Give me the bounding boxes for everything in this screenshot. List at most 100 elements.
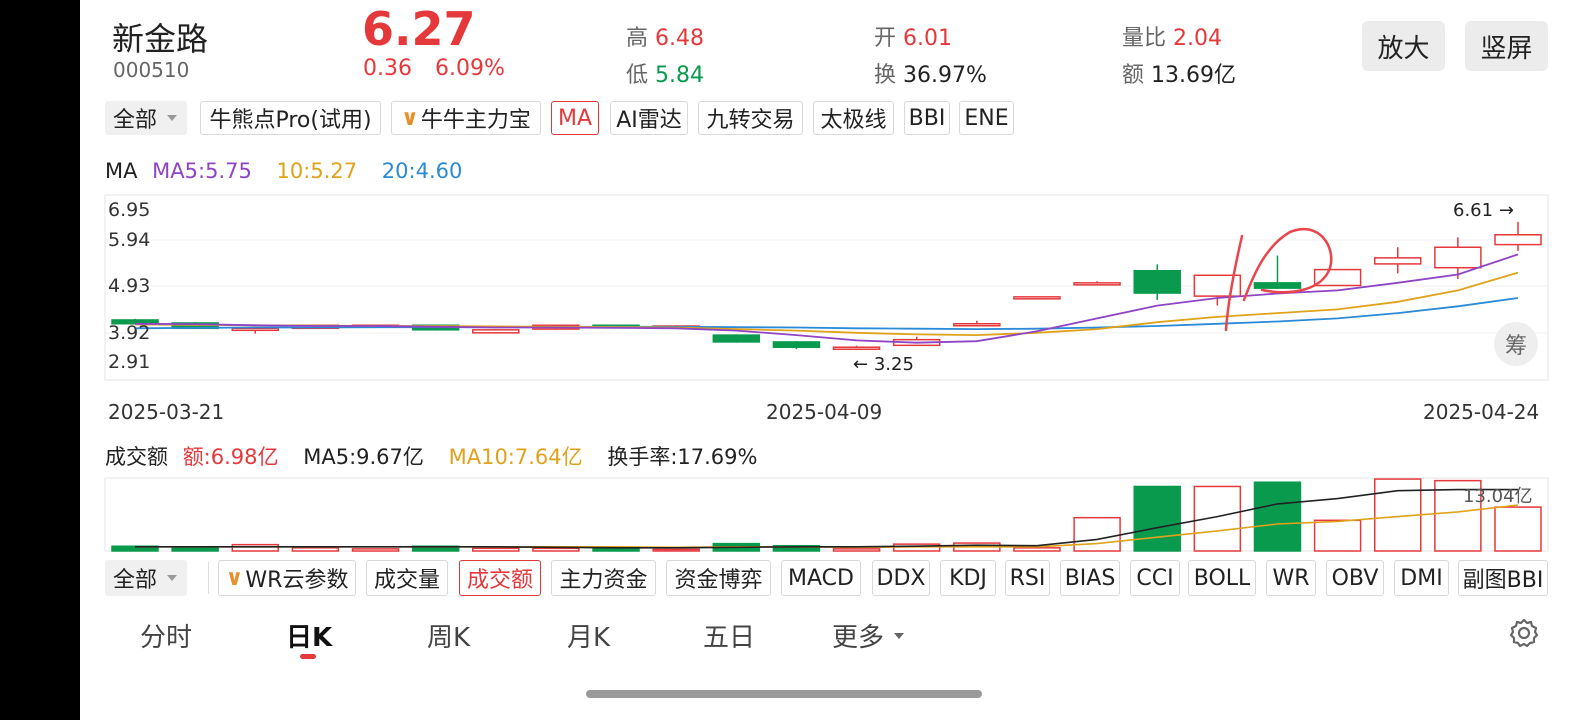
sub-indicator-wr-cloud[interactable]: ∨ WR云参数 xyxy=(218,560,356,596)
volume-bar xyxy=(1193,485,1242,552)
kline-frame xyxy=(104,194,1549,381)
sub-indicator-dmi[interactable]: DMI xyxy=(1394,560,1449,596)
candle-body xyxy=(1193,274,1242,297)
volume-chart[interactable] xyxy=(0,0,1584,560)
sub-indicator-rsi[interactable]: RSI xyxy=(1005,560,1050,596)
ma5-legend: MA5:5.75 xyxy=(152,159,252,183)
chevron-down-icon xyxy=(167,115,178,121)
divider xyxy=(198,562,209,594)
candle-body xyxy=(1434,246,1482,269)
sub-indicator-bias[interactable]: BIAS xyxy=(1060,560,1120,596)
indicator-bbi[interactable]: BBI xyxy=(904,101,950,135)
volume-current: 额:6.98亿 xyxy=(182,445,279,469)
x-date-label: 2025-04-09 xyxy=(766,400,883,424)
candle-body xyxy=(832,346,881,350)
tab-more[interactable]: 更多 xyxy=(832,617,905,654)
kline-chart[interactable] xyxy=(0,0,1584,420)
sub-indicator-obv[interactable]: OBV xyxy=(1326,560,1384,596)
volume-bar xyxy=(1073,516,1121,552)
sub-indicator-main-fund[interactable]: 主力资金 xyxy=(551,560,656,596)
v-badge-icon: ∨ xyxy=(401,105,419,131)
sub-indicator-ddx[interactable]: DDX xyxy=(872,560,930,596)
volume-bar xyxy=(532,547,580,552)
volume-bar xyxy=(1253,481,1302,552)
indicator-niuniu[interactable]: ∨ 牛牛主力宝 xyxy=(391,101,541,135)
sub-indicator-volume[interactable]: 成交量 xyxy=(366,560,448,596)
volume-bar xyxy=(231,543,280,552)
volume-bar xyxy=(832,548,881,552)
volume-bar xyxy=(1434,479,1482,552)
candle-body xyxy=(111,319,159,325)
tab-intraday[interactable]: 分时 xyxy=(140,623,193,653)
chevron-down-icon xyxy=(167,575,178,581)
stat-low: 低 5.84 xyxy=(626,63,704,88)
sub-indicator-boll[interactable]: BOLL xyxy=(1188,560,1256,596)
v-badge-icon: ∨ xyxy=(225,565,244,591)
tab-monthly-k[interactable]: 月K xyxy=(567,623,611,653)
stat-high: 高 6.48 xyxy=(626,26,704,51)
current-price: 6.27 xyxy=(362,2,476,56)
volume-bar xyxy=(1133,485,1181,552)
chips-distribution-button[interactable]: 筹 xyxy=(1494,322,1538,366)
volume-ma5: MA5:9.67亿 xyxy=(303,445,424,469)
y-tick-label: 2.91 xyxy=(108,351,151,373)
settings-gear-icon[interactable] xyxy=(1508,617,1540,649)
high-annotation: 6.61 → xyxy=(1453,200,1514,221)
stock-code: 000510 xyxy=(113,58,190,82)
portrait-button[interactable]: 竖屏 xyxy=(1465,21,1548,71)
zoom-button[interactable]: 放大 xyxy=(1362,21,1445,71)
volume-bar xyxy=(1313,519,1362,552)
ma-legend: MA MA5:5.75 10:5.27 20:4.60 xyxy=(105,159,462,183)
y-tick-label: 6.95 xyxy=(108,199,151,221)
candle-body xyxy=(1133,269,1181,294)
home-indicator xyxy=(586,690,982,698)
arrow-left-icon: ← xyxy=(853,354,869,375)
y-tick-label: 5.94 xyxy=(108,229,151,251)
candle-body xyxy=(1253,282,1302,289)
indicator-bullbear[interactable]: 牛熊点Pro(试用) xyxy=(200,101,381,135)
volume-label: 成交额 xyxy=(105,445,168,469)
ma-label: MA xyxy=(105,159,138,183)
indicator-taiji[interactable]: 太极线 xyxy=(813,101,894,135)
sub-indicator-kdj[interactable]: KDJ xyxy=(940,560,996,596)
candle-body xyxy=(1373,257,1422,265)
candle-body xyxy=(1013,296,1061,300)
candle-body xyxy=(472,329,520,334)
indicator-nine-turn[interactable]: 九转交易 xyxy=(698,101,803,135)
tab-daily-k[interactable]: 日K xyxy=(286,623,333,653)
sub-indicator-macd[interactable]: MACD xyxy=(781,560,861,596)
sub-indicator-wr[interactable]: WR xyxy=(1266,560,1316,596)
candle-body xyxy=(953,323,1001,327)
sub-indicator-bbi[interactable]: 副图BBI xyxy=(1458,560,1548,596)
indicator-ene[interactable]: ENE xyxy=(959,101,1014,135)
candle-body xyxy=(772,341,821,348)
sub-indicator-selector[interactable]: 全部 xyxy=(105,560,187,596)
y-tick-label: 3.92 xyxy=(108,322,151,344)
volume-bar xyxy=(772,544,821,552)
volume-ma10-line xyxy=(135,504,1519,549)
left-black-bar xyxy=(0,0,80,720)
volume-bar xyxy=(1013,547,1061,552)
tab-five-day[interactable]: 五日 xyxy=(703,623,756,653)
volume-bar xyxy=(171,546,219,552)
volume-max-label: 13.04亿 xyxy=(1463,486,1533,507)
handwritten-stroke xyxy=(1224,234,1244,332)
volume-bar xyxy=(652,548,700,552)
low-annotation: ← 3.25 xyxy=(853,354,914,375)
stat-turnover: 换 36.97% xyxy=(874,63,987,88)
sub-indicator-fund-game[interactable]: 资金博弈 xyxy=(666,560,771,596)
volume-frame xyxy=(104,477,1549,552)
x-date-label: 2025-03-21 xyxy=(108,400,225,424)
tab-weekly-k[interactable]: 周K xyxy=(427,623,471,653)
stat-open: 开 6.01 xyxy=(874,26,952,51)
candle-body xyxy=(1073,282,1121,286)
sub-indicator-amount[interactable]: 成交额 xyxy=(459,560,541,596)
indicator-selector[interactable]: 全部 xyxy=(105,101,187,135)
stat-amount: 额 13.69亿 xyxy=(1122,63,1236,88)
sub-indicator-cci[interactable]: CCI xyxy=(1130,560,1180,596)
stat-volume-ratio: 量比 2.04 xyxy=(1122,26,1222,51)
indicator-ma[interactable]: MA xyxy=(551,101,599,135)
volume-turnover: 换手率:17.69% xyxy=(607,445,758,469)
y-tick-label: 4.93 xyxy=(108,275,151,297)
indicator-ai-radar[interactable]: AI雷达 xyxy=(610,101,688,135)
